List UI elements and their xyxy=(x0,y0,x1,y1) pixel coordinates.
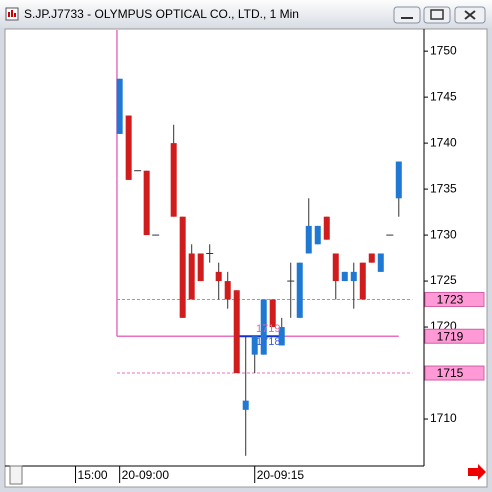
candle-body xyxy=(305,225,312,254)
y-tick-label: 1750 xyxy=(430,43,457,57)
candle-body xyxy=(143,170,150,236)
candle-body xyxy=(242,400,249,410)
candle-body xyxy=(359,262,366,300)
maximize-glyph xyxy=(430,9,444,20)
candle-body xyxy=(224,281,231,300)
y-tick-label: 1725 xyxy=(430,273,457,287)
annotation: 1718 xyxy=(256,336,280,348)
candle-body xyxy=(278,327,285,346)
candle-body xyxy=(368,253,375,263)
scroll-right-arrow[interactable] xyxy=(468,464,486,480)
candle-body xyxy=(116,78,123,134)
level-label-box xyxy=(424,365,485,381)
close-glyph xyxy=(464,10,476,20)
y-tick-label: 1735 xyxy=(430,181,457,195)
level-label-box xyxy=(424,291,485,307)
window-buttons[interactable] xyxy=(393,6,486,24)
candle-body xyxy=(269,299,276,328)
level-label: 1715 xyxy=(437,366,464,380)
level-label: 1719 xyxy=(437,329,464,343)
candle-body xyxy=(341,271,348,282)
candle-body xyxy=(233,290,240,374)
candle-body xyxy=(215,271,222,282)
candle-body xyxy=(296,262,303,318)
level-label-box xyxy=(424,328,485,344)
x-tick-label: 20-09:00 xyxy=(122,468,170,482)
candle-body xyxy=(377,253,384,272)
annotation: 1719 xyxy=(256,323,280,335)
y-tick-label: 1730 xyxy=(430,227,457,241)
candle-body xyxy=(314,225,321,245)
candle-body xyxy=(125,115,132,180)
level-label: 1723 xyxy=(437,293,464,307)
candle-body xyxy=(170,143,177,217)
candle-body xyxy=(251,336,258,355)
scroll-thumb[interactable] xyxy=(9,465,23,485)
candle-body xyxy=(197,253,204,282)
candle-body xyxy=(323,216,330,240)
candle-body xyxy=(260,299,267,355)
minimize-button[interactable] xyxy=(393,6,421,24)
candle-body xyxy=(395,161,402,199)
y-tick-label: 1710 xyxy=(430,411,457,425)
window-title: S.JP.J7733 - OLYMPUS OPTICAL CO., LTD., … xyxy=(24,7,299,21)
app-icon-glyph xyxy=(8,10,16,17)
candle-body xyxy=(188,253,195,300)
x-tick-label: 15:00 xyxy=(78,468,108,482)
candle-body xyxy=(350,271,357,282)
candle-body xyxy=(179,216,186,318)
y-tick-label: 1740 xyxy=(430,135,457,149)
candle-body xyxy=(332,253,339,282)
y-tick-label: 1745 xyxy=(430,89,457,103)
x-tick-label: 20-09:15 xyxy=(257,468,305,482)
